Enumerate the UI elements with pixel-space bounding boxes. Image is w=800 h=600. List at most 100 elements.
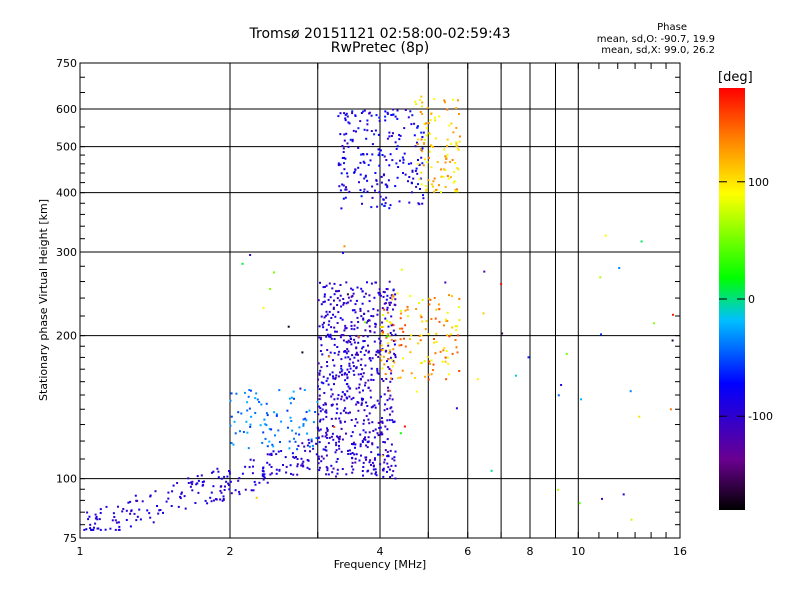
data-point [228,488,231,491]
data-point [389,349,391,352]
data-point [170,505,173,507]
data-point [327,323,330,326]
data-point [83,528,86,531]
data-point [409,110,412,113]
data-point [448,294,450,297]
data-point [370,206,373,209]
data-point [277,450,280,453]
data-point [380,431,383,434]
data-point [332,313,334,316]
data-point [105,505,108,508]
data-point [326,430,329,433]
data-point [423,142,426,144]
data-point [392,132,394,135]
data-point [372,405,374,408]
data-point [452,181,455,184]
data-point [89,527,92,530]
data-point [381,203,383,206]
data-point [351,431,354,434]
data-point [152,521,155,524]
data-point [159,509,162,511]
data-point [277,429,280,432]
data-point [456,167,459,170]
data-point [339,420,342,423]
data-point [197,479,200,482]
data-point [378,164,381,167]
data-point [359,445,362,448]
data-point [317,436,320,439]
data-point [376,349,379,352]
data-point [368,431,371,434]
data-point [370,282,373,285]
data-point [324,445,327,448]
data-point [327,473,330,476]
data-point [373,436,376,439]
data-point [335,330,338,333]
data-point [336,468,339,471]
data-point [377,154,380,157]
data-point [367,386,370,389]
data-point [384,115,387,118]
data-point [391,419,394,422]
data-point [388,397,391,400]
data-point [370,406,373,409]
data-point [321,353,324,356]
data-point [339,189,342,192]
x-tick-label: 10 [571,545,585,558]
data-point [308,441,311,444]
x-tick-label: 16 [673,545,687,558]
data-point [324,314,327,317]
data-point [378,116,381,119]
data-point [351,354,354,357]
data-point [420,316,423,319]
data-point [320,381,323,384]
data-point [527,356,530,359]
data-point [432,369,434,371]
data-point [355,334,358,337]
data-point [386,184,389,187]
data-point [393,420,396,423]
data-point [217,476,220,479]
data-point [328,335,331,338]
data-point [389,413,391,416]
data-point [326,429,329,431]
data-point [415,167,418,170]
data-point [273,411,276,414]
data-point [336,290,339,293]
data-point [133,512,136,515]
data-point [389,301,392,304]
data-point [377,351,380,354]
data-point [385,196,388,199]
data-point [406,305,409,308]
data-point [212,485,215,488]
data-point [378,427,381,429]
data-point [329,333,332,336]
y-tick-label: 600 [56,103,77,116]
data-point [156,505,158,507]
data-point [246,401,249,404]
data-point [434,116,436,119]
data-point [330,417,333,420]
data-point [348,190,351,193]
data-point [360,153,363,156]
data-point [446,153,449,156]
data-point [217,470,220,473]
data-point [387,389,390,392]
data-point [443,168,446,171]
data-point [455,407,458,410]
data-point [338,299,341,302]
data-point [268,453,271,456]
data-point [340,207,343,210]
data-point [332,375,334,378]
data-point [374,172,377,174]
data-point [342,303,345,306]
data-point [354,418,357,421]
data-point [347,296,350,299]
data-point [351,138,354,141]
chart-subtitle: RwPretec (8p) [330,40,430,56]
y-tick-label: 500 [56,141,77,154]
data-point [385,377,388,380]
data-point [338,444,340,447]
data-point [373,331,376,334]
data-point [394,333,397,336]
